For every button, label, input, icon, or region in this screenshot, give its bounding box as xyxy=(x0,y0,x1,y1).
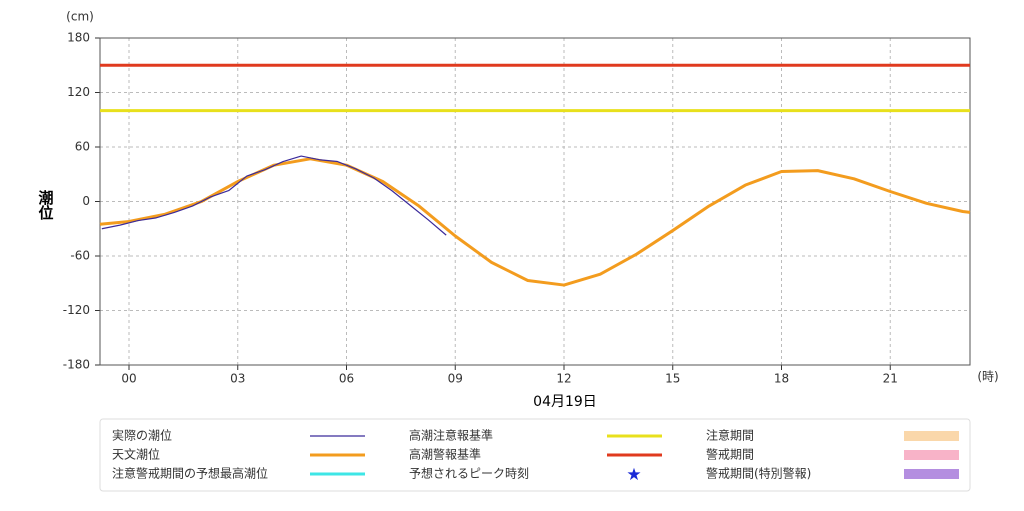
legend-label: 実際の潮位 xyxy=(112,428,172,443)
y-unit: (cm) xyxy=(66,10,94,24)
date-label: 04月19日 xyxy=(533,394,597,410)
legend-swatch xyxy=(904,450,959,460)
legend-label: 天文潮位 xyxy=(112,447,160,462)
legend-swatch: ★ xyxy=(626,465,641,485)
x-tick-label: 09 xyxy=(448,372,463,386)
x-tick-label: 21 xyxy=(883,372,898,386)
x-tick-label: 18 xyxy=(774,372,789,386)
y-tick-label: 180 xyxy=(67,31,90,45)
x-tick-label: 00 xyxy=(121,372,136,386)
legend-label: 高潮注意報基準 xyxy=(409,428,493,443)
y-tick-label: -60 xyxy=(70,249,90,263)
y-tick-label: 120 xyxy=(67,85,90,99)
legend-label: 高潮警報基準 xyxy=(409,447,481,462)
x-tick-label: 06 xyxy=(339,372,354,386)
legend-label: 注意期間 xyxy=(706,428,754,443)
legend-label: 予想されるピーク時刻 xyxy=(409,466,529,481)
plot-frame xyxy=(99,37,971,366)
legend-label: 警戒期間 xyxy=(706,447,754,462)
x-tick-label: 12 xyxy=(556,372,571,386)
legend-label: 警戒期間(特別警報) xyxy=(706,466,811,481)
y-tick-label: 60 xyxy=(75,140,90,154)
x-tick-label: 15 xyxy=(665,372,680,386)
x-tick-label: 03 xyxy=(230,372,245,386)
y-tick-label: 0 xyxy=(82,194,90,208)
series-line xyxy=(101,155,447,236)
y-axis-label: 潮位 xyxy=(37,189,55,220)
legend-swatch xyxy=(904,469,959,479)
legend-swatch xyxy=(904,431,959,441)
y-tick-label: -120 xyxy=(63,303,90,317)
x-unit: (時) xyxy=(977,370,998,384)
y-tick-label: -180 xyxy=(63,358,90,372)
series-line xyxy=(99,157,971,287)
legend-label: 注意警戒期間の予想最高潮位 xyxy=(112,466,268,481)
